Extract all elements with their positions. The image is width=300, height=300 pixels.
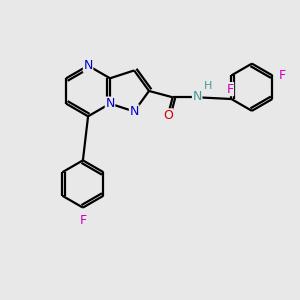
Text: N: N: [193, 90, 202, 103]
Text: F: F: [226, 82, 233, 96]
Text: N: N: [129, 105, 139, 118]
Text: H: H: [203, 81, 212, 91]
Text: F: F: [79, 214, 86, 227]
Text: N: N: [105, 97, 115, 110]
Text: N: N: [83, 59, 93, 72]
Text: O: O: [163, 109, 173, 122]
Text: F: F: [279, 69, 286, 82]
